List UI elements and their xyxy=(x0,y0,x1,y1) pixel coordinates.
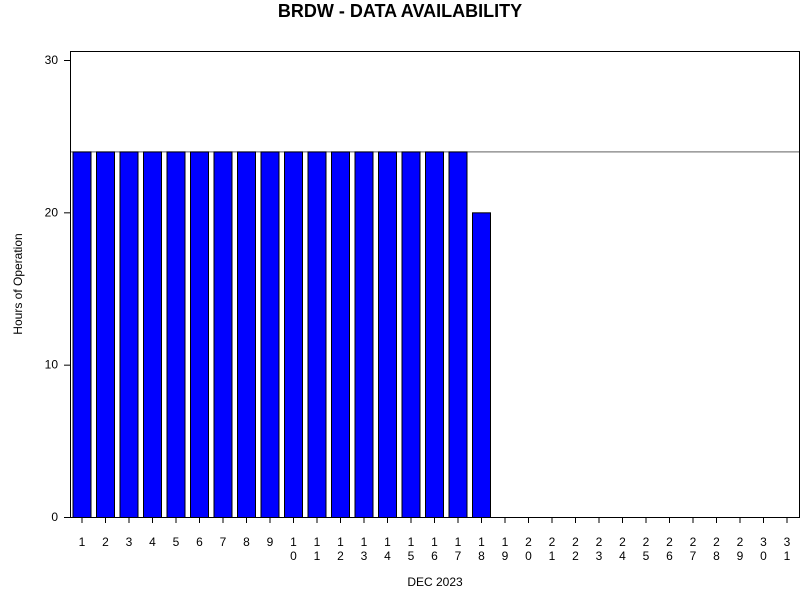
bar xyxy=(190,151,209,518)
x-axis-label: DEC 2023 xyxy=(407,575,463,589)
y-tick-label: 30 xyxy=(45,53,59,67)
y-axis: 0 10 20 30 xyxy=(45,53,70,524)
x-axis: 1 2 3 4 5 6 7 8 9 1 01 11 21 31 41 51 61 71 81 92 02 12 22 32 42… xyxy=(79,517,791,563)
bar xyxy=(166,151,186,518)
x-tick-label: 9 xyxy=(267,535,274,549)
x-tick-label: 3 xyxy=(126,535,133,549)
bar xyxy=(448,151,468,518)
y-axis-label: Hours of Operation xyxy=(11,233,25,334)
bar xyxy=(425,151,444,518)
bar xyxy=(378,151,397,518)
bar xyxy=(284,151,303,518)
x-tick-label: 2 xyxy=(102,535,109,549)
x-tick-label: 8 xyxy=(243,535,250,549)
bar xyxy=(260,151,280,518)
x-tick-label: 1 xyxy=(79,535,86,549)
x-tick-label: 6 xyxy=(196,535,203,549)
x-tick-label: 5 xyxy=(173,535,180,549)
bar xyxy=(331,151,350,518)
bar xyxy=(237,151,256,518)
bar xyxy=(72,151,92,518)
bar xyxy=(307,151,327,518)
bar xyxy=(119,151,139,518)
chart-title: BRDW - DATA AVAILABILITY xyxy=(277,1,523,21)
y-tick-label: 0 xyxy=(51,510,58,524)
bar xyxy=(213,151,233,518)
y-tick-label: 10 xyxy=(45,358,59,372)
y-tick-label: 20 xyxy=(45,205,59,219)
x-tick-label: 4 xyxy=(149,535,156,549)
bar xyxy=(143,151,162,518)
bar xyxy=(472,212,491,519)
bar xyxy=(354,151,374,518)
bar xyxy=(401,151,421,518)
x-tick-label: 7 xyxy=(220,535,227,549)
bar xyxy=(96,151,115,518)
bars xyxy=(72,151,491,519)
